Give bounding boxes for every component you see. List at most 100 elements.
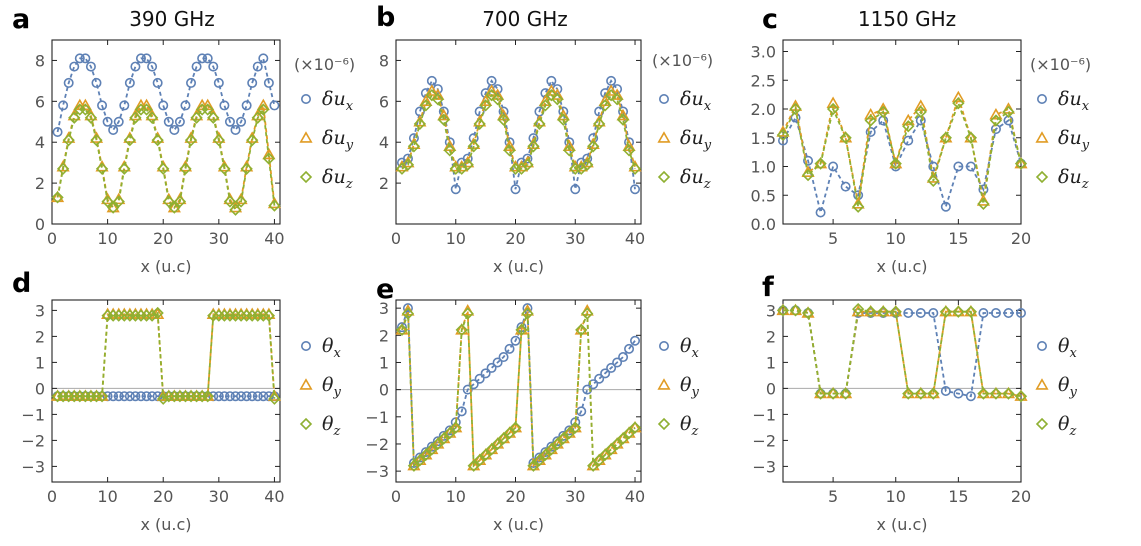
- data-point-z: [503, 144, 516, 157]
- legend-label: δuz: [680, 166, 711, 192]
- data-point-x: [803, 155, 814, 166]
- data-point-z: [401, 158, 415, 171]
- legend-entry-z: δuz: [299, 166, 353, 192]
- data-point-x: [510, 335, 521, 346]
- data-point-y: [616, 108, 630, 121]
- data-point-x: [953, 161, 964, 172]
- x-tick-label: 20: [153, 229, 173, 248]
- legend-subscript: y: [690, 385, 699, 400]
- data-point-z: [515, 323, 528, 337]
- y-tick-label: 2: [766, 327, 776, 346]
- panel-letter: b: [376, 2, 395, 33]
- data-point-z: [407, 459, 421, 472]
- data-point-z: [419, 99, 433, 112]
- legend-entry-x: θx: [658, 335, 699, 361]
- data-point-x: [1003, 307, 1014, 318]
- data-point-y: [864, 107, 878, 120]
- data-point-x: [108, 391, 119, 402]
- data-point-z: [173, 195, 187, 208]
- legend-entry-x: θx: [300, 335, 341, 361]
- data-point-z: [599, 448, 612, 461]
- y-tick-label: 1: [379, 353, 389, 372]
- data-point-z: [914, 105, 927, 119]
- legend-entry-y: δuy: [1035, 127, 1090, 153]
- series-x: [52, 53, 280, 138]
- data-point-x: [186, 77, 197, 88]
- data-point-x: [191, 61, 202, 72]
- data-point-z: [56, 162, 70, 175]
- data-point-z: [95, 162, 109, 175]
- data-point-z: [234, 195, 248, 208]
- y-tick-label: 6: [379, 92, 389, 111]
- x-tick-label: 20: [505, 229, 525, 248]
- data-point-z: [413, 454, 427, 467]
- x-tick-label: 40: [264, 487, 284, 506]
- data-point-x: [85, 61, 96, 72]
- data-point-z: [229, 203, 242, 216]
- legend-symbol: θ: [322, 335, 334, 357]
- data-point-z: [151, 134, 164, 147]
- data-point-z: [151, 306, 164, 320]
- panel-title: 700 GHz: [482, 7, 568, 31]
- data-point-x: [135, 391, 146, 402]
- data-point-z: [157, 162, 170, 175]
- data-point-z: [145, 309, 159, 322]
- y-tick-label: −1: [365, 408, 389, 427]
- x-axis-label: x (u.c): [140, 257, 191, 276]
- data-point-x: [486, 362, 497, 373]
- data-point-z: [461, 307, 474, 320]
- legend-subscript: y: [703, 138, 712, 153]
- series-line-z: [783, 308, 1022, 398]
- x-tick-label: 0: [391, 229, 401, 248]
- legend-symbol: θ: [680, 413, 692, 435]
- series-line-x: [401, 79, 636, 190]
- data-point-x: [230, 124, 241, 135]
- legend-entry-z: θz: [299, 413, 340, 439]
- y-tick-label: −1: [21, 405, 45, 424]
- y-tick-label: 3: [766, 301, 776, 320]
- panel-letter: c: [762, 4, 778, 35]
- data-point-z: [852, 200, 865, 213]
- data-point-y: [604, 84, 618, 96]
- data-point-z: [789, 102, 802, 116]
- data-point-x: [828, 161, 839, 172]
- data-point-z: [557, 432, 570, 445]
- y-tick-label: 2: [379, 326, 389, 345]
- data-point-z: [491, 93, 504, 106]
- data-point-z: [964, 305, 978, 318]
- panel-title: 390 GHz: [129, 7, 215, 31]
- panel-c: c 1150 GHz 5 10 15 20 0.0 0.5 1.0 1.5 2.0 2.5 3.0 x (…: [751, 4, 1092, 276]
- data-point-z: [90, 134, 103, 147]
- x-tick-label: 20: [505, 487, 525, 506]
- data-point-x: [241, 391, 252, 402]
- data-point-z: [604, 89, 618, 102]
- data-point-z: [479, 99, 492, 112]
- data-point-x: [147, 61, 158, 72]
- y-tick-label: −2: [365, 435, 389, 454]
- data-point-z: [952, 305, 965, 318]
- data-point-y: [262, 147, 276, 160]
- data-point-x: [113, 391, 124, 402]
- data-point-x: [163, 116, 174, 127]
- x-tick-label: 20: [1011, 487, 1031, 506]
- data-point-z: [455, 323, 468, 337]
- data-point-z: [437, 432, 450, 445]
- legend-symbol: δu: [680, 166, 704, 188]
- legend-symbol: θ: [1058, 374, 1070, 396]
- x-axis-label: x (u.c): [493, 515, 544, 534]
- data-point-x: [618, 352, 629, 363]
- data-point-z: [864, 305, 877, 318]
- series-z: [51, 103, 281, 216]
- y-tick-label: 2: [35, 327, 45, 346]
- data-point-z: [479, 448, 492, 461]
- legend-entry-z: θz: [1035, 413, 1076, 439]
- y-tick-label: 2: [379, 174, 389, 193]
- y-tick-label: −2: [21, 431, 45, 450]
- data-point-z: [425, 89, 438, 102]
- data-point-z: [789, 304, 802, 317]
- data-point-z: [563, 144, 576, 157]
- x-tick-label: 20: [1011, 229, 1031, 248]
- data-point-x: [247, 391, 258, 402]
- data-point-z: [551, 93, 564, 106]
- data-point-z: [939, 305, 952, 318]
